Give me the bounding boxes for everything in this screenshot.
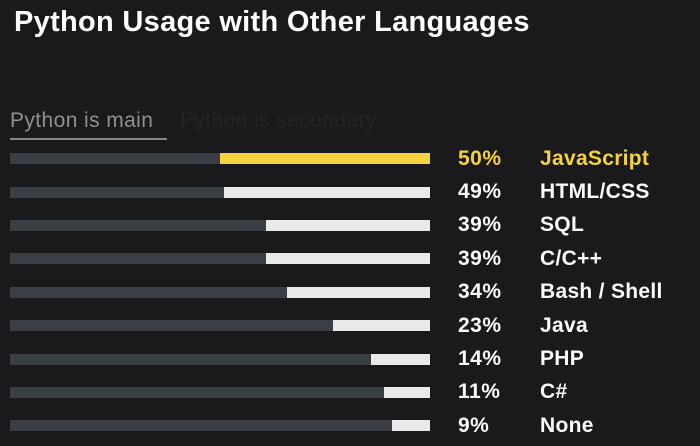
bar-track	[10, 153, 430, 165]
bar-value: 34%	[458, 280, 502, 304]
bar-track	[10, 286, 430, 298]
bar-fill	[287, 286, 430, 298]
bar-track	[10, 186, 430, 198]
tab-python-is-main[interactable]: Python is main	[10, 109, 168, 140]
bar-label: JavaScript	[540, 146, 650, 170]
tab-bar: Python is main Python is secondary	[10, 109, 690, 140]
bar-fill	[266, 219, 430, 231]
bar-label: HTML/CSS	[540, 180, 650, 204]
bar-fill	[266, 253, 430, 265]
bar-value: 39%	[458, 213, 502, 237]
bar-track	[10, 420, 430, 432]
bar-label: PHP	[540, 347, 585, 371]
bar-value: 11%	[458, 380, 501, 404]
bar-label: Java	[540, 313, 588, 337]
bar-fill	[224, 186, 430, 198]
bar-fill	[371, 353, 430, 365]
bar-track	[10, 386, 430, 398]
bar-label: Bash / Shell	[540, 280, 663, 304]
tab-python-is-secondary[interactable]: Python is secondary	[180, 109, 377, 132]
bar-row: 39% C/C++	[0, 242, 700, 275]
bar-fill	[383, 386, 430, 398]
bar-row: 9% None	[0, 409, 700, 442]
bar-value: 9%	[458, 413, 490, 437]
bar-track	[10, 320, 430, 332]
bar-value: 49%	[458, 180, 502, 204]
bar-label: None	[540, 413, 594, 437]
bar-value: 50%	[458, 146, 502, 170]
bar-row: 11% C#	[0, 376, 700, 409]
bar-chart: 50% JavaScript 49% HTML/CSS 39% SQL 39% C/C++ 34…	[0, 142, 700, 443]
bar-row: 39% SQL	[0, 209, 700, 242]
bar-row: 50% JavaScript	[0, 142, 700, 175]
bar-fill	[220, 153, 430, 165]
bar-label: C#	[540, 380, 568, 404]
bar-row: 49% HTML/CSS	[0, 175, 700, 208]
bar-value: 23%	[458, 313, 502, 337]
bar-row: 14% PHP	[0, 342, 700, 375]
bar-row: 34% Bash / Shell	[0, 276, 700, 309]
bar-row: 23% Java	[0, 309, 700, 342]
bar-track	[10, 353, 430, 365]
bar-fill	[333, 320, 430, 332]
bar-track	[10, 253, 430, 265]
bar-value: 39%	[458, 246, 502, 270]
bar-value: 14%	[458, 347, 502, 371]
bar-track	[10, 219, 430, 231]
chart-title: Python Usage with Other Languages	[14, 6, 530, 38]
bar-label: SQL	[540, 213, 585, 237]
bar-fill	[392, 420, 430, 432]
bar-label: C/C++	[540, 246, 603, 270]
